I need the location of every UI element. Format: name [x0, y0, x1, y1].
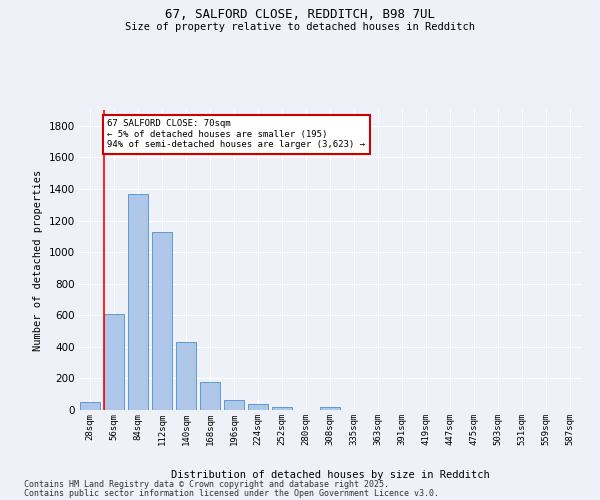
- Text: Distribution of detached houses by size in Redditch: Distribution of detached houses by size …: [170, 470, 490, 480]
- Y-axis label: Number of detached properties: Number of detached properties: [34, 170, 43, 350]
- Text: 67, SALFORD CLOSE, REDDITCH, B98 7UL: 67, SALFORD CLOSE, REDDITCH, B98 7UL: [165, 8, 435, 20]
- Text: 67 SALFORD CLOSE: 70sqm
← 5% of detached houses are smaller (195)
94% of semi-de: 67 SALFORD CLOSE: 70sqm ← 5% of detached…: [107, 120, 365, 150]
- Bar: [248, 404, 268, 410]
- Bar: [176, 342, 196, 410]
- Text: Contains public sector information licensed under the Open Government Licence v3: Contains public sector information licen…: [24, 488, 439, 498]
- Bar: [80, 402, 100, 410]
- Bar: [128, 194, 148, 410]
- Bar: [224, 400, 244, 410]
- Bar: [272, 407, 292, 410]
- Bar: [104, 314, 124, 410]
- Bar: [320, 407, 340, 410]
- Bar: [152, 232, 172, 410]
- Text: Size of property relative to detached houses in Redditch: Size of property relative to detached ho…: [125, 22, 475, 32]
- Text: Contains HM Land Registry data © Crown copyright and database right 2025.: Contains HM Land Registry data © Crown c…: [24, 480, 389, 489]
- Bar: [200, 382, 220, 410]
